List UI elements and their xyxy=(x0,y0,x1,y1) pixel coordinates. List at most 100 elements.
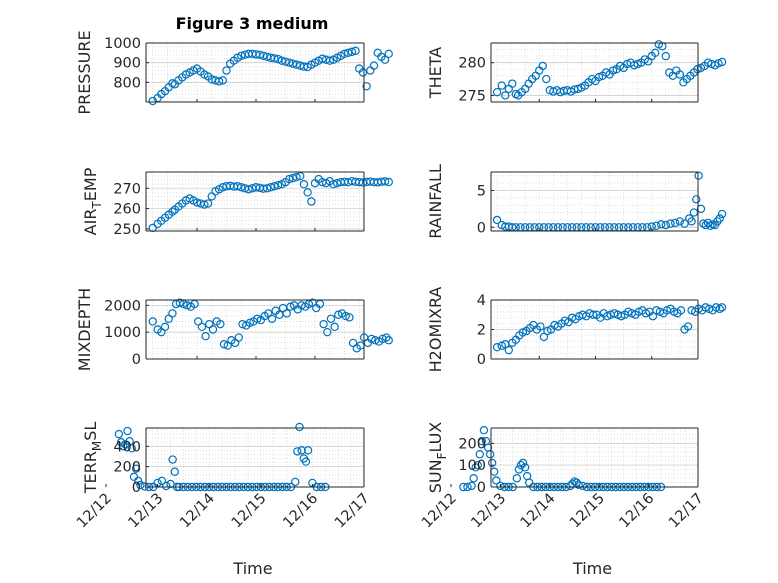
y-tick-label: 900 xyxy=(113,56,141,72)
data-point xyxy=(347,47,357,57)
data-point xyxy=(340,49,349,59)
data-point xyxy=(508,79,517,88)
data-point xyxy=(475,450,485,459)
data-point xyxy=(297,446,306,455)
data-point xyxy=(378,334,387,344)
data-point xyxy=(148,223,157,233)
axes-background xyxy=(491,428,698,487)
y-axis-label: PRESSURE xyxy=(75,30,94,114)
data-point xyxy=(687,217,696,226)
axes-background xyxy=(146,428,364,487)
data-point xyxy=(504,345,513,355)
data-point xyxy=(351,46,360,56)
data-point xyxy=(168,207,177,216)
data-point xyxy=(477,436,487,446)
axes-background xyxy=(146,300,364,359)
data-point xyxy=(492,87,502,97)
data-point xyxy=(253,314,262,323)
data-point xyxy=(234,333,243,342)
data-point xyxy=(293,447,302,456)
data-point xyxy=(675,70,685,79)
y-tick-label: 2000 xyxy=(104,298,141,314)
y-tick-label: 280 xyxy=(458,56,486,72)
data-point xyxy=(345,313,354,322)
data-point xyxy=(384,336,393,345)
data-point xyxy=(578,481,587,491)
data-point xyxy=(157,476,167,486)
data-point xyxy=(136,480,145,490)
y-axis-label-main: TERR xyxy=(81,451,100,494)
data-point xyxy=(284,58,294,67)
data-point xyxy=(273,54,283,64)
data-point xyxy=(694,171,703,180)
data-point xyxy=(208,325,218,334)
y-axis-label-main: H2OMIXRA xyxy=(426,287,445,373)
data-point xyxy=(326,314,336,323)
y-axis-label: TERRMSL xyxy=(81,422,104,495)
data-point xyxy=(270,182,279,191)
y-tick-label: 0 xyxy=(477,480,486,496)
y-axis-label-tail: SL xyxy=(81,422,100,441)
theta-subplot: 275 280 THETA xyxy=(426,40,727,104)
data-point xyxy=(574,480,583,490)
data-point xyxy=(675,217,685,226)
pressure-subplot: 800 900 1000 PRESSURE Figure 3 medium xyxy=(75,14,393,115)
data-point xyxy=(706,221,715,231)
data-point xyxy=(382,333,391,342)
data-point xyxy=(319,319,328,329)
data-point xyxy=(536,322,545,331)
axes-background xyxy=(491,43,698,102)
data-point xyxy=(467,481,476,491)
data-point xyxy=(479,425,489,435)
data-point xyxy=(197,322,207,332)
y-tick-label: 260 xyxy=(113,202,141,218)
data-point xyxy=(473,460,482,470)
data-point xyxy=(214,77,224,86)
y-axis-label-subscript: M xyxy=(90,441,104,451)
data-point xyxy=(661,51,671,61)
h2omixra-subplot: 0 2 4 H2OMIXRA xyxy=(426,287,727,373)
data-point xyxy=(469,474,478,483)
data-point xyxy=(286,302,295,311)
data-point xyxy=(281,57,290,66)
data-point xyxy=(127,444,136,453)
data-point xyxy=(676,306,686,315)
data-point xyxy=(516,460,526,470)
data-point xyxy=(358,68,368,77)
data-point xyxy=(168,309,177,318)
figure-title: Figure 3 medium xyxy=(176,14,329,33)
data-point xyxy=(683,322,693,331)
data-point xyxy=(288,173,298,183)
data-point xyxy=(201,332,210,341)
data-point xyxy=(325,56,334,65)
data-point xyxy=(717,57,727,67)
data-point xyxy=(520,463,530,472)
y-tick-label: 1000 xyxy=(104,36,141,52)
data-point xyxy=(542,74,551,84)
y-axis-label-main: MIXDEPTH xyxy=(75,288,94,371)
data-point xyxy=(216,319,225,329)
x-axis-label: Time xyxy=(572,559,612,578)
y-axis-label-main: RAINFALL xyxy=(426,164,445,239)
data-point xyxy=(367,334,376,344)
data-point xyxy=(696,204,706,214)
data-point xyxy=(492,343,502,352)
y-tick-label: 0 xyxy=(132,352,141,368)
data-point xyxy=(203,199,213,208)
data-point xyxy=(270,54,279,63)
data-point xyxy=(717,209,727,219)
data-point xyxy=(160,322,170,332)
mixdepth-subplot: 0 1000 2000 MIXDEPTH xyxy=(75,288,393,371)
rainfall-subplot: 0 5 RAINFALL xyxy=(426,164,727,239)
data-point xyxy=(661,220,671,230)
data-point xyxy=(329,180,338,189)
data-point xyxy=(299,180,309,189)
data-point xyxy=(219,340,229,349)
y-tick-label: 100 xyxy=(458,458,486,474)
data-point xyxy=(323,327,332,337)
data-point xyxy=(170,467,179,476)
data-point xyxy=(666,219,675,228)
data-point xyxy=(295,422,304,432)
data-point xyxy=(301,457,311,466)
